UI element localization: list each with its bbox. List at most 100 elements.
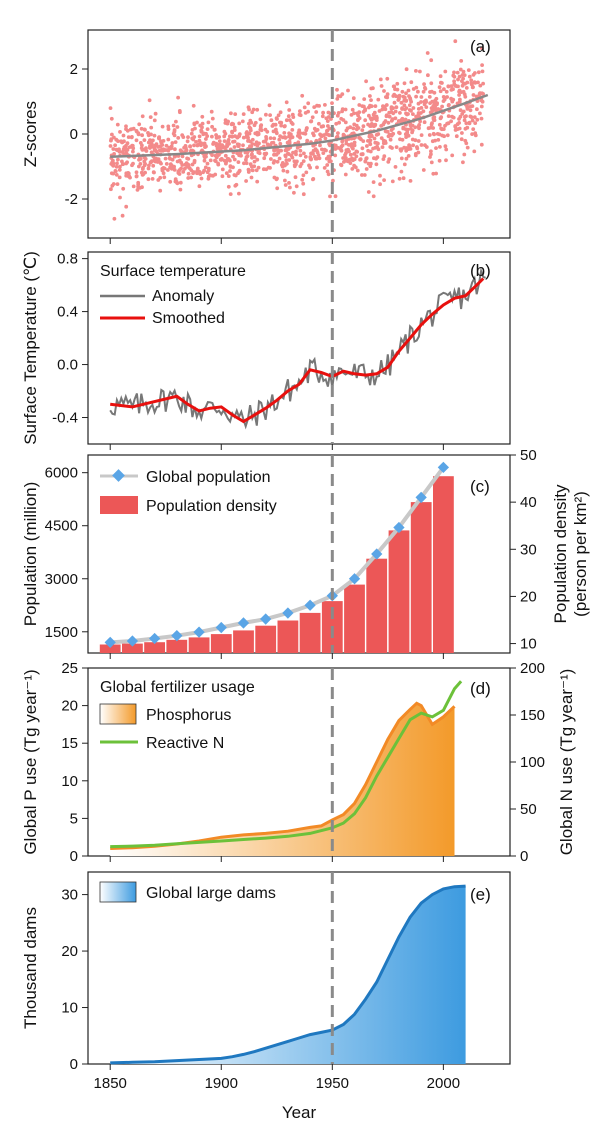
scatter-point [112, 152, 116, 156]
scatter-point [400, 89, 405, 94]
scatter-point [143, 127, 147, 132]
y-tick-label: 0 [520, 848, 528, 865]
scatter-point [402, 162, 407, 167]
scatter-point [268, 136, 273, 141]
scatter-point [400, 116, 405, 121]
scatter-point [278, 141, 283, 146]
scatter-point [446, 84, 451, 89]
scatter-point [283, 124, 287, 128]
scatter-point [451, 87, 455, 92]
scatter-point [416, 107, 421, 111]
scatter-point [298, 109, 302, 114]
scatter-point [348, 161, 353, 166]
scatter-point [124, 204, 129, 209]
scatter-point [443, 123, 447, 128]
density-bar [255, 625, 277, 653]
scatter-point [457, 74, 462, 79]
panel-c-frame [87, 454, 511, 654]
scatter-point [176, 136, 181, 140]
scatter-point [284, 162, 289, 166]
panel-c-y2-axis-label-units: (person per km²) [571, 491, 590, 617]
scatter-point [465, 145, 470, 150]
scatter-point [216, 146, 221, 150]
scatter-point [335, 113, 340, 118]
scatter-point [355, 168, 360, 173]
scatter-point [284, 158, 289, 163]
scatter-point [270, 141, 274, 145]
scatter-point [351, 96, 356, 101]
scatter-point [386, 134, 391, 139]
y-tick-label: 3000 [45, 571, 78, 588]
scatter-point [457, 93, 461, 97]
scatter-point [136, 180, 141, 185]
scatter-point [151, 138, 155, 143]
scatter-point [362, 104, 366, 109]
scatter-point [418, 69, 422, 74]
scatter-point [374, 114, 379, 119]
scatter-point [176, 95, 181, 100]
scatter-point [164, 162, 169, 166]
scatter-point [285, 169, 290, 174]
panel-b-smoothed-line [110, 277, 485, 424]
scatter-point [404, 156, 409, 161]
scatter-point [418, 119, 422, 124]
scatter-point [202, 142, 207, 147]
scatter-point [113, 169, 118, 174]
scatter-point [246, 170, 251, 174]
scatter-point [402, 98, 407, 103]
scatter-point [157, 136, 162, 140]
scatter-point [326, 110, 331, 115]
scatter-point [118, 130, 122, 134]
scatter-point [259, 123, 264, 127]
scatter-point [208, 158, 213, 163]
scatter-point [160, 124, 165, 129]
scatter-point [406, 112, 410, 116]
scatter-point [243, 150, 248, 155]
scatter-point [156, 145, 161, 149]
scatter-point [340, 109, 344, 114]
scatter-point [172, 164, 177, 169]
panel-e-x-ticks: 1850 1900 1950 2000 [94, 1064, 460, 1092]
y-tick-label: -0.4 [52, 410, 78, 427]
scatter-point [244, 133, 249, 138]
population-marker [371, 548, 383, 560]
y-tick-label: 6000 [45, 465, 78, 482]
scatter-point [397, 176, 402, 181]
scatter-point [213, 158, 217, 163]
scatter-point [134, 129, 139, 134]
scatter-point [220, 143, 225, 148]
scatter-point [361, 124, 366, 129]
scatter-point [371, 86, 375, 91]
scatter-point [429, 81, 434, 86]
scatter-point [199, 176, 204, 181]
scatter-point [411, 143, 415, 148]
scatter-point [146, 166, 151, 171]
scatter-point [146, 177, 151, 182]
scatter-point [241, 143, 245, 148]
scatter-point [211, 140, 216, 145]
scatter-point [271, 122, 276, 127]
scatter-point [177, 172, 182, 176]
density-bar [233, 630, 254, 653]
scatter-point [409, 108, 413, 113]
panel-c-legend-density-swatch [100, 496, 138, 514]
scatter-point [347, 157, 352, 162]
scatter-point [310, 115, 315, 120]
scatter-point [114, 164, 119, 169]
scatter-point [146, 140, 151, 145]
scatter-point [249, 164, 254, 169]
scatter-point [414, 69, 418, 73]
scatter-point [256, 150, 261, 155]
scatter-point [424, 105, 429, 109]
scatter-point [433, 107, 438, 112]
scatter-point [362, 173, 367, 177]
scatter-point [457, 117, 461, 121]
scatter-point [434, 171, 438, 176]
panel-b-y-axis-label: Surface Temperature (℃) [21, 251, 40, 445]
scatter-point [314, 110, 319, 114]
scatter-point [351, 146, 355, 151]
scatter-point [220, 174, 225, 179]
y-tick-label: 40 [520, 494, 537, 511]
scatter-point [479, 98, 484, 103]
scatter-point [440, 127, 444, 132]
